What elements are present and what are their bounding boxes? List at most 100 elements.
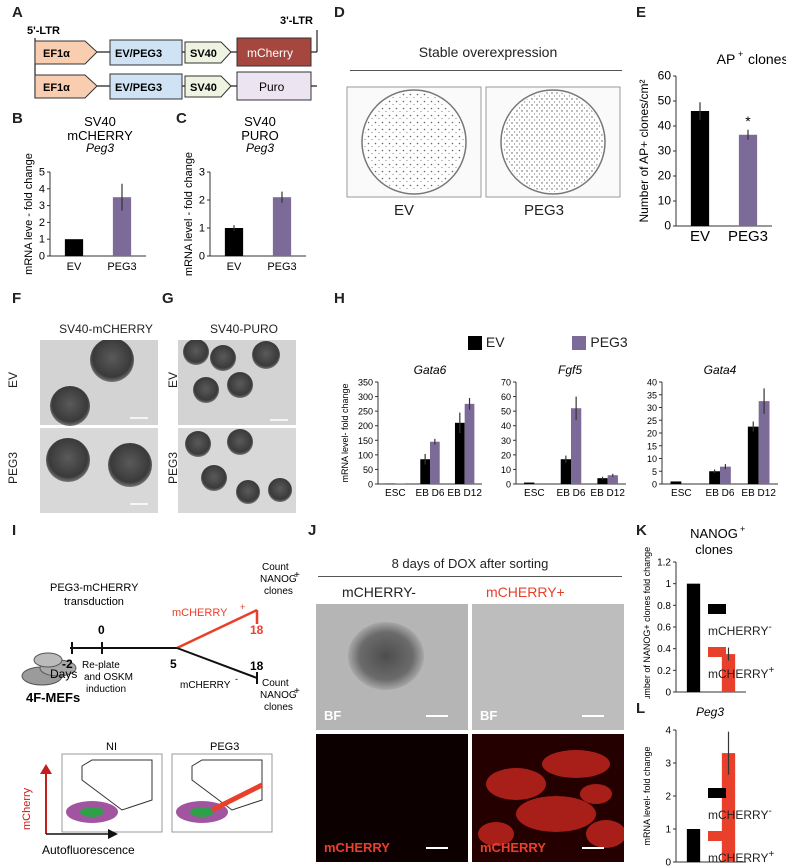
H3-category-label: ESC [671, 488, 692, 499]
flow-ni-label: NI [106, 741, 117, 753]
E-ytick-label: 10 [658, 194, 672, 208]
B-ytick-label: 2 [39, 217, 45, 229]
H1-category-label: EB D6 [416, 488, 445, 499]
E-ytick-label: 30 [658, 144, 672, 158]
chart-h-fgf5: 0 10 20 30 40 50 60 70 ESC EB D6 EB D12 Fgf5 [501, 363, 626, 499]
H3-ytick-label: 35 [647, 390, 657, 400]
legend-h-swatch-peg3 [572, 336, 587, 351]
panel-j-col-neg: mCHERRY- [342, 584, 416, 600]
panel-f-row-peg3: PEG3 [6, 451, 20, 484]
day-0: 0 [98, 623, 105, 637]
day-18-pos: 18 [250, 623, 264, 637]
replate-3: induction [86, 684, 126, 695]
B-gene-label: Peg3 [86, 141, 114, 155]
panel-g-row-peg3: PEG3 [166, 451, 180, 484]
H1-ytick-label: 150 [358, 436, 373, 446]
bf-pos-image [472, 604, 624, 730]
K-ytick-label: 0 [665, 688, 671, 699]
panel-letter-i: I [12, 522, 17, 539]
count-neg-sup: + [294, 686, 300, 697]
panel-g-title: SV40-PURO [209, 322, 279, 336]
days-label: Days [50, 667, 77, 681]
panel-letter-d: D [334, 4, 345, 21]
H2-ytick-label: 10 [501, 465, 511, 475]
H2-bar [571, 408, 582, 484]
K-bar [721, 654, 736, 692]
H1-bar [430, 441, 440, 484]
panel-d-rule [350, 70, 622, 71]
legend-l-pos-sup: + [768, 849, 775, 860]
legend-pos-sup: + [768, 665, 775, 676]
H1-bar [454, 422, 465, 484]
L-ytick-label: 1 [665, 825, 671, 836]
mcherry-neg-image [316, 734, 468, 862]
L-ytick-label: 4 [665, 726, 671, 737]
K-bar [686, 583, 701, 692]
panel-letter-g: G [162, 290, 174, 307]
count-pos-2: NANOG [260, 574, 297, 585]
K-ytick-label: 0.2 [657, 666, 671, 677]
ef1a-label-1: EF1α [43, 48, 70, 60]
branch-pos-label: mCHERRY [172, 607, 228, 619]
panel-letter-a: A [12, 4, 23, 21]
panel-letter-j: J [308, 522, 317, 539]
panel-j-rule [318, 576, 622, 577]
H1-ytick-label: 0 [368, 480, 373, 490]
E-ytick-label: 20 [658, 169, 672, 183]
H1-ytick-label: 300 [358, 392, 373, 402]
mefs-cells-icon [21, 652, 77, 686]
K-ytick-label: 0.6 [657, 623, 671, 634]
panel-j-title: 8 days of DOX after sorting [391, 556, 549, 571]
K-title: NANOG [690, 526, 738, 541]
E-title-rest: clones [748, 51, 786, 67]
legend-l-neg-label: mCHERRY [708, 808, 769, 822]
B-category-label: PEG3 [107, 261, 136, 273]
legend-swatch-neg [708, 603, 726, 614]
legend-l-pos-label: mCHERRY [708, 851, 769, 865]
K-ytick-label: 1.2 [657, 558, 671, 569]
H2-gene-label: Fgf5 [558, 363, 582, 377]
ltr3-label: 3'-LTR [280, 15, 313, 27]
branch-neg-sup: - [235, 674, 238, 684]
chart-h-gata6: 0 50 100 150 200 250 300 350 ESC EB D6 EB D12 mRNA … [340, 363, 482, 499]
chart-l: 0 1 2 3 4 mRNA level- fold change Peg3 [642, 705, 746, 868]
E-y-label: Number of AP+ clones/cm² [637, 79, 651, 222]
H1-ytick-label: 250 [358, 407, 373, 417]
B-ytick-label: 5 [39, 167, 45, 179]
legend-l: mCHERRY- mCHERRY+ [708, 782, 787, 868]
chart-h-gata4: 0 5 10 15 20 25 30 35 40 ESC EB D6 EB D12 Gata4 [647, 363, 778, 499]
flow-plot-ni [61, 753, 163, 833]
chart-e: 0 10 20 30 40 50 60 EV PEG3 Number of AP+ clones/… [637, 49, 786, 245]
C-category-label: PEG3 [267, 261, 296, 273]
ltr5-label: 5'-LTR [27, 25, 60, 37]
replate-2: and OSKM [84, 672, 133, 683]
legend-neg-sup: - [768, 622, 772, 633]
ef1a-promoter-1 [34, 40, 98, 65]
B-bar [112, 197, 132, 256]
C-ytick-label: 0 [199, 251, 205, 263]
B-ytick-label: 4 [39, 183, 45, 195]
count-neg-3: clones [264, 702, 293, 713]
legend-pos-label: mCHERRY [708, 667, 769, 681]
H1-ytick-label: 100 [358, 450, 373, 460]
H3-bar [670, 481, 682, 484]
H2-category-label: EB D6 [557, 488, 586, 499]
H3-bar [720, 466, 731, 484]
C-y-label: mRNA level - fold change [183, 152, 195, 276]
day-18-neg: 18 [250, 659, 264, 673]
construct-diagram: 5'-LTR 3'-LTR EF1α EV/PEG3 SV40 mCherry … [27, 15, 318, 101]
H2-ytick-label: 40 [501, 421, 511, 431]
insert-label-1: EV/PEG3 [115, 48, 162, 60]
E-title-sup: + [738, 49, 743, 59]
H2-bar [607, 475, 618, 484]
transduction-label-2: transduction [64, 596, 124, 608]
ef1a-label-2: EF1α [43, 82, 70, 94]
H3-bar [709, 471, 720, 484]
panel-d-title: Stable overexpression [418, 44, 558, 60]
plate-label-ev: EV [394, 202, 415, 219]
panel-g-row-ev: EV [166, 371, 180, 388]
insert-box-1 [109, 39, 183, 66]
H3-ytick-label: 15 [647, 441, 657, 451]
insert-box-2 [109, 73, 183, 100]
count-pos-sup: + [294, 570, 300, 581]
